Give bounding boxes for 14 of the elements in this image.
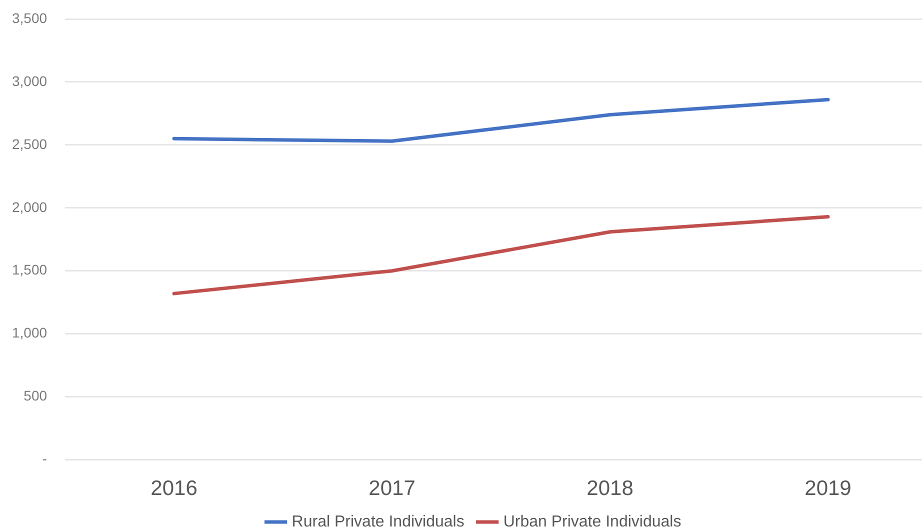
y-tick-label: 3,500 [12,10,48,26]
y-tick-label: 2,000 [12,198,48,215]
x-tick-label: 2019 [804,477,852,500]
x-tick-label: 2018 [586,477,634,500]
y-tick-label: 2,500 [12,136,48,152]
x-tick-label: 2017 [368,477,416,500]
legend-label: Urban Private Individuals [503,513,682,530]
x-tick-label: 2016 [150,477,198,500]
y-tick-label: 3,000 [12,72,48,89]
y-tick-label: - [42,450,48,467]
y-tick-label: 1,500 [12,262,48,278]
y-tick-label: 1,000 [12,324,48,341]
y-tick-label: 500 [24,388,48,404]
legend-label: Rural Private Individuals [292,513,464,530]
